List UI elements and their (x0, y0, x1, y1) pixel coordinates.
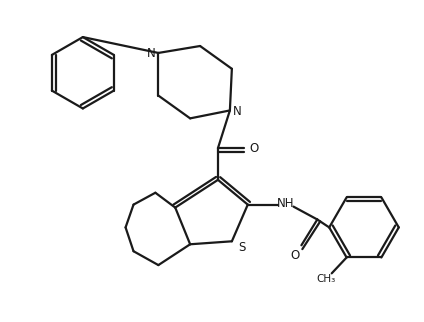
Text: NH: NH (277, 197, 294, 210)
Text: CH₃: CH₃ (316, 274, 335, 284)
Text: N: N (232, 105, 241, 118)
Text: N: N (147, 47, 156, 61)
Text: O: O (291, 249, 300, 262)
Text: O: O (249, 142, 258, 155)
Text: S: S (238, 241, 245, 254)
